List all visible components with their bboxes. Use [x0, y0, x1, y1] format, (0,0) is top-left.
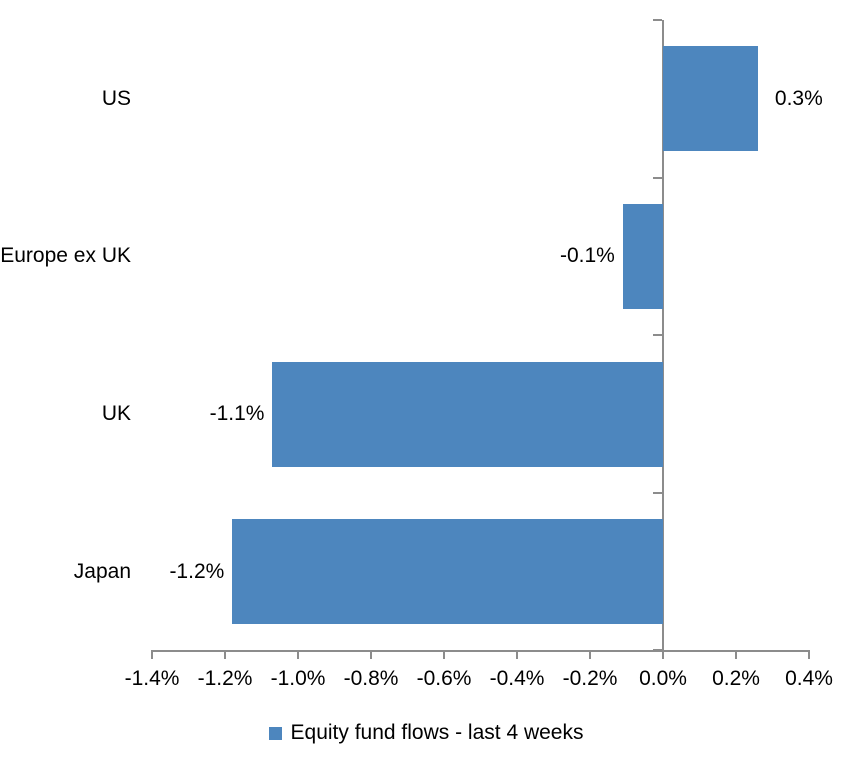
x-axis-tick [735, 650, 737, 659]
bar-value-label: -0.1% [559, 244, 615, 268]
x-tick-label: -1.0% [270, 667, 326, 690]
x-axis-tick [589, 650, 591, 659]
x-tick-label: -0.6% [416, 667, 472, 690]
y-axis-tick [653, 491, 662, 494]
category-label: Europe ex UK [0, 244, 131, 268]
x-axis-tick [662, 650, 664, 659]
bar [622, 203, 663, 309]
bar-value-label: 0.3% [774, 86, 823, 110]
y-axis-line [662, 20, 664, 650]
x-axis-tick [224, 650, 226, 659]
bar-value-label: -1.2% [169, 559, 225, 583]
legend: Equity fund flows - last 4 weeks [0, 721, 852, 745]
x-axis-tick [808, 650, 810, 659]
y-axis-tick [653, 334, 662, 337]
category-label: US [101, 86, 131, 110]
y-axis-tick [653, 649, 662, 652]
x-axis-tick [443, 650, 445, 659]
x-tick-label: 0.2% [712, 667, 760, 690]
x-tick-label: 0.4% [785, 667, 833, 690]
x-tick-label: -0.4% [489, 667, 545, 690]
x-axis-tick [516, 650, 518, 659]
legend-swatch-icon [268, 726, 282, 740]
y-axis-tick [653, 176, 662, 179]
x-axis-tick [151, 650, 153, 659]
x-axis-tick [297, 650, 299, 659]
x-tick-label: 0.0% [639, 667, 687, 690]
x-axis-tick [370, 650, 372, 659]
category-label: Japan [73, 559, 131, 583]
x-tick-label: -0.2% [562, 667, 618, 690]
bar [663, 46, 758, 152]
y-axis-tick [653, 19, 662, 21]
legend-label: Equity fund flows - last 4 weeks [290, 721, 584, 744]
bar [272, 361, 663, 467]
x-tick-label: -0.8% [343, 667, 399, 690]
bar-value-label: -1.1% [209, 402, 265, 425]
category-label: UK [101, 402, 131, 425]
x-axis-line [151, 650, 810, 652]
bar [232, 519, 663, 625]
x-tick-label: -1.4% [124, 667, 180, 690]
x-tick-label: -1.2% [197, 667, 253, 690]
